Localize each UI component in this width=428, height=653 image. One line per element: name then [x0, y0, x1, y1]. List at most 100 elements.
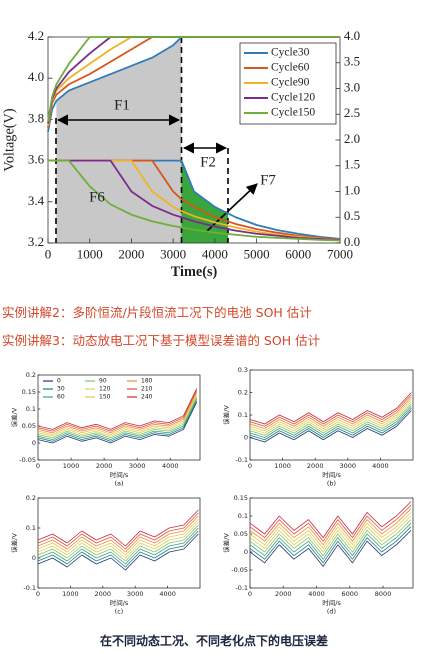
y2-tick-label: 0.0 — [344, 234, 360, 249]
caption: (a) — [114, 479, 123, 487]
shaded-region — [56, 37, 182, 243]
y-axis-title: 误差/V — [10, 533, 19, 553]
series-line — [37, 518, 199, 556]
series-line — [249, 504, 412, 542]
annotation: F7 — [260, 172, 276, 188]
series-line — [37, 396, 198, 439]
series-line — [249, 396, 412, 429]
y-tick-label: -0.1 — [23, 584, 36, 592]
x-tick-label: 4000 — [308, 590, 325, 598]
series-line — [249, 394, 412, 427]
legend-label: Cycle30 — [271, 47, 310, 59]
x-tick-label: 1000 — [274, 462, 291, 470]
series-line — [37, 390, 198, 432]
y-axis-title: 误差/V — [222, 405, 231, 425]
series-line — [249, 403, 412, 436]
x-tick-label: 2000 — [118, 246, 144, 261]
y-tick-label: 0.2 — [238, 389, 248, 397]
series-line — [37, 524, 199, 562]
series-line — [37, 527, 199, 565]
legend-label: Cycle90 — [271, 77, 310, 89]
x-tick-label: 3000 — [129, 462, 146, 470]
y2-tick-label: 0.5 — [344, 208, 360, 223]
x-axis-title: 时间/s — [322, 470, 341, 479]
legend-label: Cycle60 — [271, 62, 310, 74]
y-tick-label: 0.2 — [26, 494, 36, 502]
y-tick-label: 3.8 — [28, 110, 44, 125]
y-tick-label: 0 — [32, 554, 36, 562]
legend-label: 210 — [141, 386, 153, 393]
series-line — [249, 407, 412, 441]
x-axis-title: 时间/s — [110, 598, 129, 607]
series-line — [249, 512, 412, 549]
legend-label: Cycle120 — [271, 92, 315, 104]
plot: 0 2000 4000 6000 8000 -0.1 -0.05 0 0.05 0.1 0.15 时间… — [222, 494, 414, 615]
series-line — [37, 521, 199, 559]
x-tick-label: 2000 — [275, 590, 292, 598]
y-tick-label: 0.15 — [22, 388, 36, 396]
y-tick-label: -0.1 — [235, 456, 248, 464]
y-tick-label: 0 — [244, 548, 248, 556]
series-line — [37, 533, 199, 571]
x-tick-label: 4000 — [202, 246, 228, 261]
annotation-lines — [55, 37, 258, 243]
series-line — [249, 501, 412, 538]
y-tick-label: 3.2 — [28, 234, 44, 249]
legend-label: 120 — [99, 386, 111, 393]
y2-tick-label: 2.0 — [344, 131, 360, 146]
legend-label: 0 — [57, 378, 61, 385]
plot-frame — [37, 374, 201, 461]
x-tick-label: 4000 — [372, 462, 389, 470]
x-tick-label: 1000 — [63, 462, 80, 470]
y2-tick-label: 4.0 — [344, 28, 360, 43]
x-tick-label: 7000 — [327, 246, 353, 261]
legend-label: 30 — [57, 386, 65, 393]
y-tick-label: 0.2 — [26, 371, 36, 379]
plots: 0 1000 2000 3000 4000 5000 6000 70003.23.43.63.… — [2, 28, 414, 615]
x-tick-label: 2000 — [96, 462, 113, 470]
y-tick-label: 0.1 — [26, 524, 36, 532]
series-line — [249, 405, 412, 438]
series-line — [249, 398, 412, 432]
series-line — [37, 391, 198, 434]
legend-label: 240 — [141, 394, 153, 401]
x-tick-label: 5000 — [244, 246, 270, 261]
series-line — [37, 388, 198, 430]
legend-label: 60 — [57, 394, 65, 401]
series-line — [249, 522, 412, 560]
series-line — [249, 392, 412, 425]
legend-label: 90 — [99, 378, 107, 385]
x-axis-title: 时间/s — [110, 470, 129, 479]
figure-caption: 在不同动态工况、不同老化点下的电压误差 — [99, 634, 328, 648]
y-tick-label: 4.0 — [28, 69, 44, 84]
plot-frame — [249, 369, 414, 461]
y-tick-label: 0.05 — [234, 530, 248, 538]
series-line — [249, 410, 412, 443]
plot-frame — [249, 497, 414, 589]
caption: (d) — [327, 607, 336, 615]
x-tick-label: 0 — [36, 462, 40, 470]
series-line — [249, 401, 412, 434]
plot: 0 1000 2000 3000 4000-0.100.10.2时间/s(c)误差/V — [10, 494, 201, 615]
y2-tick-label: 2.5 — [344, 105, 360, 120]
y-axis-title: Voltage(V) — [2, 108, 18, 171]
series-line — [37, 512, 199, 550]
y2-tick-label: 3.5 — [344, 54, 360, 69]
y-tick-label: -0.1 — [235, 584, 248, 592]
caption: (b) — [327, 479, 336, 487]
x-tick-label: 0 — [36, 590, 40, 598]
legend-label: 180 — [141, 378, 153, 385]
series-line — [37, 400, 198, 442]
legend-label: Cycle150 — [271, 107, 315, 119]
series-line — [48, 159, 341, 242]
y2-tick-label: 3.0 — [344, 79, 360, 94]
annotation: F6 — [89, 189, 105, 205]
y-tick-label: 0.1 — [238, 411, 248, 419]
y-tick-label: 0 — [32, 439, 36, 447]
series-line — [37, 509, 199, 547]
x-tick-label: 3000 — [340, 462, 357, 470]
arrow — [205, 183, 258, 233]
y-axis-title: 误差/V — [10, 407, 19, 427]
